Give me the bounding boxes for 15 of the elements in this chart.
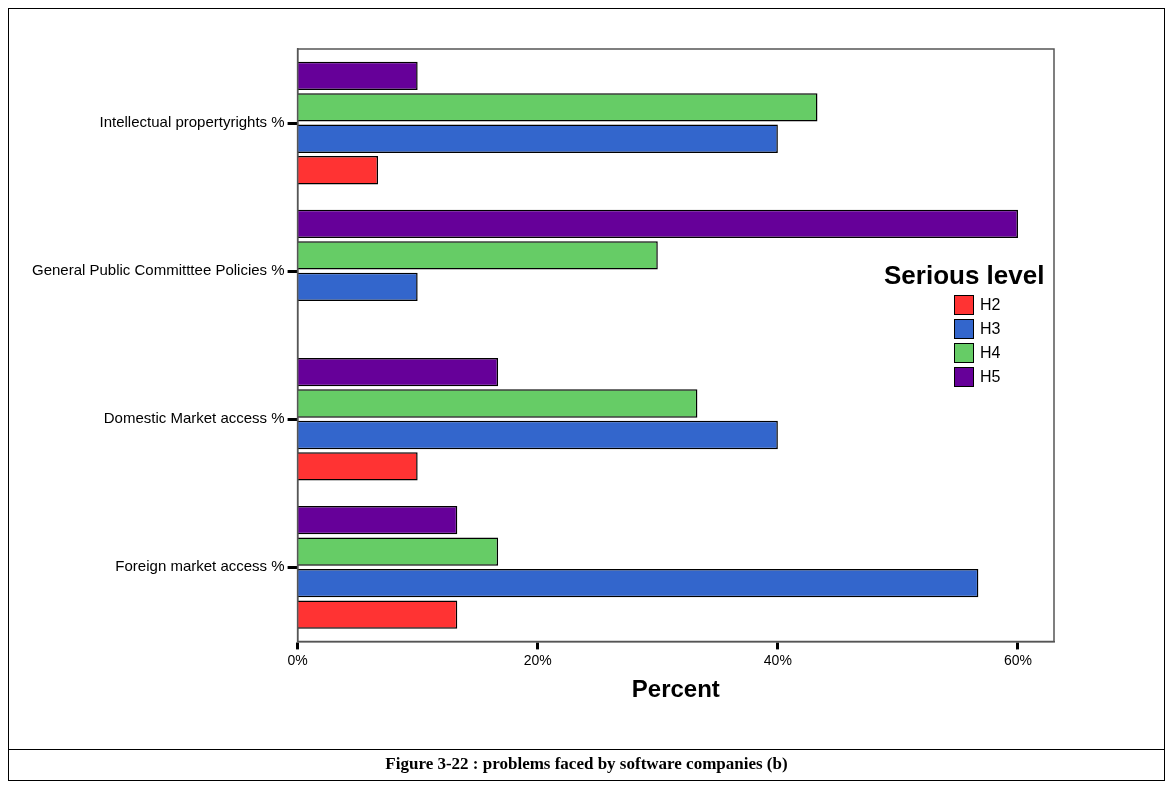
legend-label: H4 xyxy=(980,343,1001,362)
legend-label: H2 xyxy=(980,295,1001,314)
caption: Figure 3-22 : problems faced by software companies (b) xyxy=(8,750,1165,781)
x-tick-label: 0% xyxy=(287,651,308,668)
x-axis-title: Percent xyxy=(631,675,720,703)
y-tick-label: Foreign market access % xyxy=(115,557,285,575)
legend-label: H3 xyxy=(980,319,1001,338)
y-tick-label: Domestic Market access % xyxy=(103,409,285,427)
legend-title: Serious level xyxy=(884,259,1045,291)
x-tick-label: 20% xyxy=(523,651,552,668)
legend-label: H5 xyxy=(980,367,1001,386)
y-tick-label: Intellectual propertyrights % xyxy=(99,113,285,131)
x-tick-label: 60% xyxy=(1003,651,1032,668)
y-tick-label: General Public Committtee Policies % xyxy=(31,261,285,279)
x-tick-label: 40% xyxy=(763,651,792,668)
